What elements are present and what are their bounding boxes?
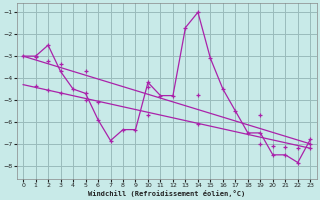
X-axis label: Windchill (Refroidissement éolien,°C): Windchill (Refroidissement éolien,°C) — [88, 190, 245, 197]
